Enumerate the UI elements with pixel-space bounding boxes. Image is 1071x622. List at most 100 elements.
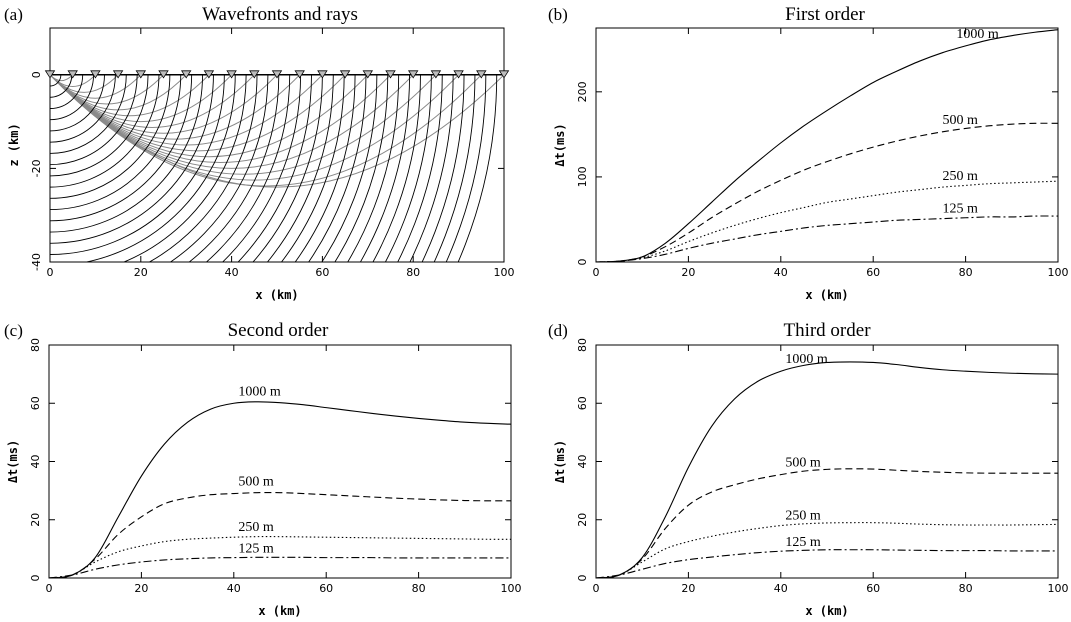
series-label: 125 m [238, 542, 273, 557]
series-line-1000-m [48, 401, 512, 579]
series-label: 125 m [785, 535, 821, 550]
receiver-triangle [453, 70, 464, 79]
receiver-triangle [317, 70, 328, 79]
y-axis-label: Δt(ms) [553, 123, 567, 166]
x-tick-label: 100 [501, 582, 522, 595]
wavefront [50, 74, 182, 210]
wavefront [384, 74, 432, 262]
receiver-triangle [294, 70, 305, 79]
y-tick-label: 0 [30, 71, 43, 78]
plot-frame [595, 344, 1059, 579]
receiver-triangle [180, 70, 192, 79]
series-line-250-m [48, 536, 512, 579]
series-line-500-m [48, 492, 512, 579]
ray [50, 74, 482, 187]
receiver-triangle [112, 70, 124, 79]
series-line-250-m [595, 522, 1059, 579]
panel-c: (c) Second order 0 20 40 60 80 100 0 20 40 60 80 x … [4, 320, 522, 618]
receiver-triangle [476, 70, 487, 79]
receiver-triangle [385, 70, 396, 79]
series-line-500-m [595, 468, 1058, 579]
y-tick-label: 20 [576, 513, 589, 527]
series-label: 500 m [943, 113, 979, 128]
plot-frame [595, 27, 1059, 263]
panel-c-title: Second order [228, 320, 329, 341]
series-line-125-m [595, 549, 1058, 579]
wavefront [433, 74, 476, 262]
x-tick-label: 60 [866, 582, 880, 595]
series-label: 1000 m [238, 384, 280, 399]
panel-b: (b) First order 0 20 40 60 80 100 0 100 200 x (km… [548, 4, 1069, 302]
receiver-triangle [90, 70, 101, 79]
y-axis-label: z (km) [7, 123, 21, 166]
panel-a-letter: (a) [4, 5, 23, 24]
y-tick-label: 20 [29, 513, 42, 527]
series-line-1000-m [595, 29, 1059, 263]
x-tick-label: 80 [959, 582, 973, 595]
series-label: 1000 m [785, 352, 828, 367]
x-tick-label: 40 [774, 266, 788, 279]
y-tick-label: -40 [30, 253, 43, 271]
x-tick-label: 80 [412, 582, 426, 595]
wavefront [372, 74, 421, 262]
y-axis-label: Δt(ms) [6, 440, 20, 483]
y-tick-label: 0 [29, 575, 42, 582]
series-label: 125 m [943, 202, 979, 217]
y-tick-label: 0 [576, 259, 589, 266]
series-label: 250 m [943, 169, 979, 184]
wavefront [409, 74, 454, 262]
wavefront [334, 74, 389, 262]
panel-a: (a) Wavefronts and rays 0 20 40 60 80 100 0 -20… [4, 4, 515, 302]
x-tick-label: 60 [315, 266, 329, 279]
plot-frame [49, 27, 505, 263]
x-tick-label: 0 [46, 582, 53, 595]
series-label: 500 m [785, 456, 821, 471]
y-tick-label: -20 [30, 159, 43, 177]
wavefront [397, 74, 443, 262]
series-line-250-m [595, 180, 1059, 263]
panel-d-title: Third order [783, 320, 871, 341]
series-line-500-m [595, 122, 1059, 263]
x-axis-label: x (km) [258, 604, 301, 618]
x-tick-label: 60 [866, 266, 880, 279]
y-axis-label: Δt(ms) [553, 440, 567, 483]
wavefield [50, 74, 504, 262]
receiver-triangle [135, 70, 147, 79]
x-axis-label: x (km) [805, 604, 848, 618]
wavefront [122, 74, 247, 262]
x-tick-label: 20 [134, 582, 148, 595]
y-tick-label: 80 [576, 338, 589, 352]
panel-b-title: First order [785, 4, 865, 25]
receiver-triangle [44, 70, 56, 79]
receiver-triangle [203, 70, 215, 79]
panel-a-title: Wavefronts and rays [202, 4, 358, 25]
panel-c-plot: 0 20 40 60 80 100 0 20 40 60 80 x (km) Δt(ms) 1000 m 5… [6, 338, 522, 618]
ray [50, 74, 504, 188]
receiver-triangle [226, 70, 237, 79]
panel-b-letter: (b) [548, 5, 568, 24]
x-tick-label: 40 [774, 582, 788, 595]
panel-d-letter: (d) [548, 321, 568, 340]
receiver-triangle [407, 70, 419, 79]
wavefront [321, 74, 378, 262]
series-line-1000-m [595, 361, 1059, 579]
plot-frame [48, 344, 512, 579]
x-axis-label: x (km) [255, 288, 298, 302]
wavefront [347, 74, 400, 262]
y-tick-label: 0 [576, 575, 589, 582]
series-label: 250 m [785, 509, 821, 524]
receiver-triangle [249, 70, 260, 79]
x-tick-label: 80 [406, 266, 420, 279]
series-label: 250 m [238, 520, 273, 535]
series-line-125-m [595, 215, 1059, 263]
receiver-triangle [271, 70, 283, 79]
x-axis-label: x (km) [805, 288, 848, 302]
panel-d: (d) Third order 0 20 40 60 80 100 0 20 40 60 80 x (… [548, 320, 1069, 618]
y-tick-label: 80 [29, 338, 42, 352]
y-tick-label: 200 [576, 81, 589, 102]
x-tick-label: 40 [227, 582, 241, 595]
x-tick-label: 20 [134, 266, 148, 279]
receiver-triangle [339, 70, 351, 79]
x-tick-label: 20 [681, 582, 695, 595]
